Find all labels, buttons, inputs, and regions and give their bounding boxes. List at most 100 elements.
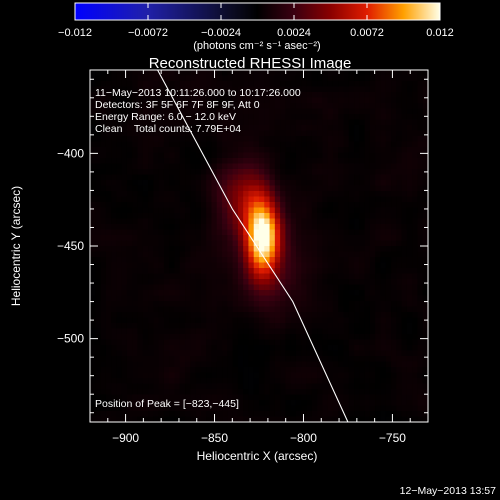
heatmap-cell bbox=[274, 251, 281, 258]
heatmap-cell bbox=[195, 75, 202, 82]
heatmap-cell bbox=[243, 378, 250, 385]
heatmap-cell bbox=[206, 268, 213, 275]
heatmap-cell bbox=[375, 136, 382, 143]
heatmap-cell bbox=[148, 202, 154, 209]
heatmap-cell bbox=[317, 86, 323, 93]
heatmap-cell bbox=[216, 191, 223, 198]
heatmap-cell bbox=[412, 361, 419, 368]
heatmap-cell bbox=[105, 130, 112, 137]
heatmap-cell bbox=[295, 207, 302, 214]
heatmap-cell bbox=[274, 185, 281, 192]
heatmap-cell bbox=[338, 367, 345, 374]
heatmap-cell bbox=[327, 196, 334, 203]
heatmap-cell bbox=[290, 108, 297, 115]
heatmap-cell bbox=[422, 97, 428, 104]
heatmap-cell bbox=[211, 114, 218, 121]
heatmap-cell bbox=[412, 405, 419, 412]
heatmap-cell bbox=[100, 257, 107, 264]
heatmap-cell bbox=[269, 389, 276, 396]
heatmap-cell bbox=[248, 141, 255, 148]
heatmap-cell bbox=[137, 86, 144, 93]
heatmap-cell bbox=[227, 229, 234, 236]
heatmap-cell bbox=[90, 350, 96, 357]
heatmap-cell bbox=[364, 240, 371, 247]
heatmap-cell bbox=[148, 114, 154, 121]
heatmap-cell bbox=[95, 405, 102, 412]
heatmap-cell bbox=[185, 92, 191, 99]
heatmap-cell bbox=[253, 103, 260, 110]
heatmap-cell bbox=[417, 125, 424, 132]
heatmap-cell bbox=[90, 262, 96, 269]
heatmap-cell bbox=[396, 246, 403, 253]
heatmap-cell bbox=[126, 119, 133, 126]
heatmap-cell bbox=[354, 301, 360, 308]
heatmap-cell bbox=[190, 92, 197, 99]
heatmap-cell bbox=[243, 339, 250, 346]
heatmap-cell bbox=[243, 152, 250, 159]
heatmap-cell bbox=[121, 279, 128, 286]
heatmap-cell bbox=[142, 119, 149, 126]
heatmap-cell bbox=[105, 284, 112, 291]
heatmap-cell bbox=[369, 147, 376, 154]
heatmap-cell bbox=[121, 411, 128, 418]
heatmap-cell bbox=[327, 389, 334, 396]
heatmap-cell bbox=[295, 246, 302, 253]
heatmap-cell bbox=[343, 75, 350, 82]
x-tick-label: −900 bbox=[112, 431, 139, 445]
heatmap-cell bbox=[111, 279, 118, 286]
heatmap-cell bbox=[369, 158, 376, 165]
heatmap-cell bbox=[264, 224, 271, 231]
heatmap-cell bbox=[406, 312, 413, 319]
heatmap-cell bbox=[401, 317, 408, 324]
heatmap-cell bbox=[354, 235, 360, 242]
heatmap-cell bbox=[90, 141, 96, 148]
heatmap-cell bbox=[90, 268, 96, 275]
heatmap-cell bbox=[216, 147, 223, 154]
heatmap-cell bbox=[200, 229, 207, 236]
heatmap-cell bbox=[422, 130, 428, 137]
heatmap-cell bbox=[195, 317, 202, 324]
heatmap-cell bbox=[322, 191, 329, 198]
heatmap-cell bbox=[354, 196, 360, 203]
heatmap-cell bbox=[317, 383, 323, 390]
heatmap-cell bbox=[163, 251, 170, 258]
heatmap-cell bbox=[348, 185, 355, 192]
heatmap-cell bbox=[269, 279, 276, 286]
heatmap-cell bbox=[126, 334, 133, 341]
heatmap-cell bbox=[343, 130, 350, 137]
heatmap-cell bbox=[216, 257, 223, 264]
heatmap-cell bbox=[264, 345, 271, 352]
heatmap-cell bbox=[280, 97, 287, 104]
heatmap-cell bbox=[306, 191, 313, 198]
heatmap-cell bbox=[290, 196, 297, 203]
heatmap-cell bbox=[406, 306, 413, 313]
heatmap-cell bbox=[206, 213, 213, 220]
heatmap-cell bbox=[169, 81, 176, 88]
heatmap-cell bbox=[105, 180, 112, 187]
heatmap-cell bbox=[200, 273, 207, 280]
heatmap-cell bbox=[311, 136, 318, 143]
heatmap-cell bbox=[248, 191, 255, 198]
heatmap-cell bbox=[169, 130, 176, 137]
heatmap-cell bbox=[348, 416, 355, 422]
heatmap-cell bbox=[391, 268, 397, 275]
heatmap-cell bbox=[290, 312, 297, 319]
heatmap-cell bbox=[327, 295, 334, 302]
heatmap-cell bbox=[369, 367, 376, 374]
heatmap-cell bbox=[142, 378, 149, 385]
heatmap-cell bbox=[332, 136, 339, 143]
heatmap-cell bbox=[285, 306, 292, 313]
heatmap-cell bbox=[216, 372, 223, 379]
heatmap-cell bbox=[264, 191, 271, 198]
heatmap-cell bbox=[158, 163, 165, 170]
heatmap-cell bbox=[380, 86, 387, 93]
heatmap-cell bbox=[264, 125, 271, 132]
heatmap-cell bbox=[306, 394, 313, 401]
heatmap-cell bbox=[111, 394, 118, 401]
heatmap-cell bbox=[153, 405, 160, 412]
heatmap-cell bbox=[306, 141, 313, 148]
heatmap-cell bbox=[248, 295, 255, 302]
heatmap-cell bbox=[396, 218, 403, 225]
heatmap-cell bbox=[105, 268, 112, 275]
heatmap-cell bbox=[216, 213, 223, 220]
